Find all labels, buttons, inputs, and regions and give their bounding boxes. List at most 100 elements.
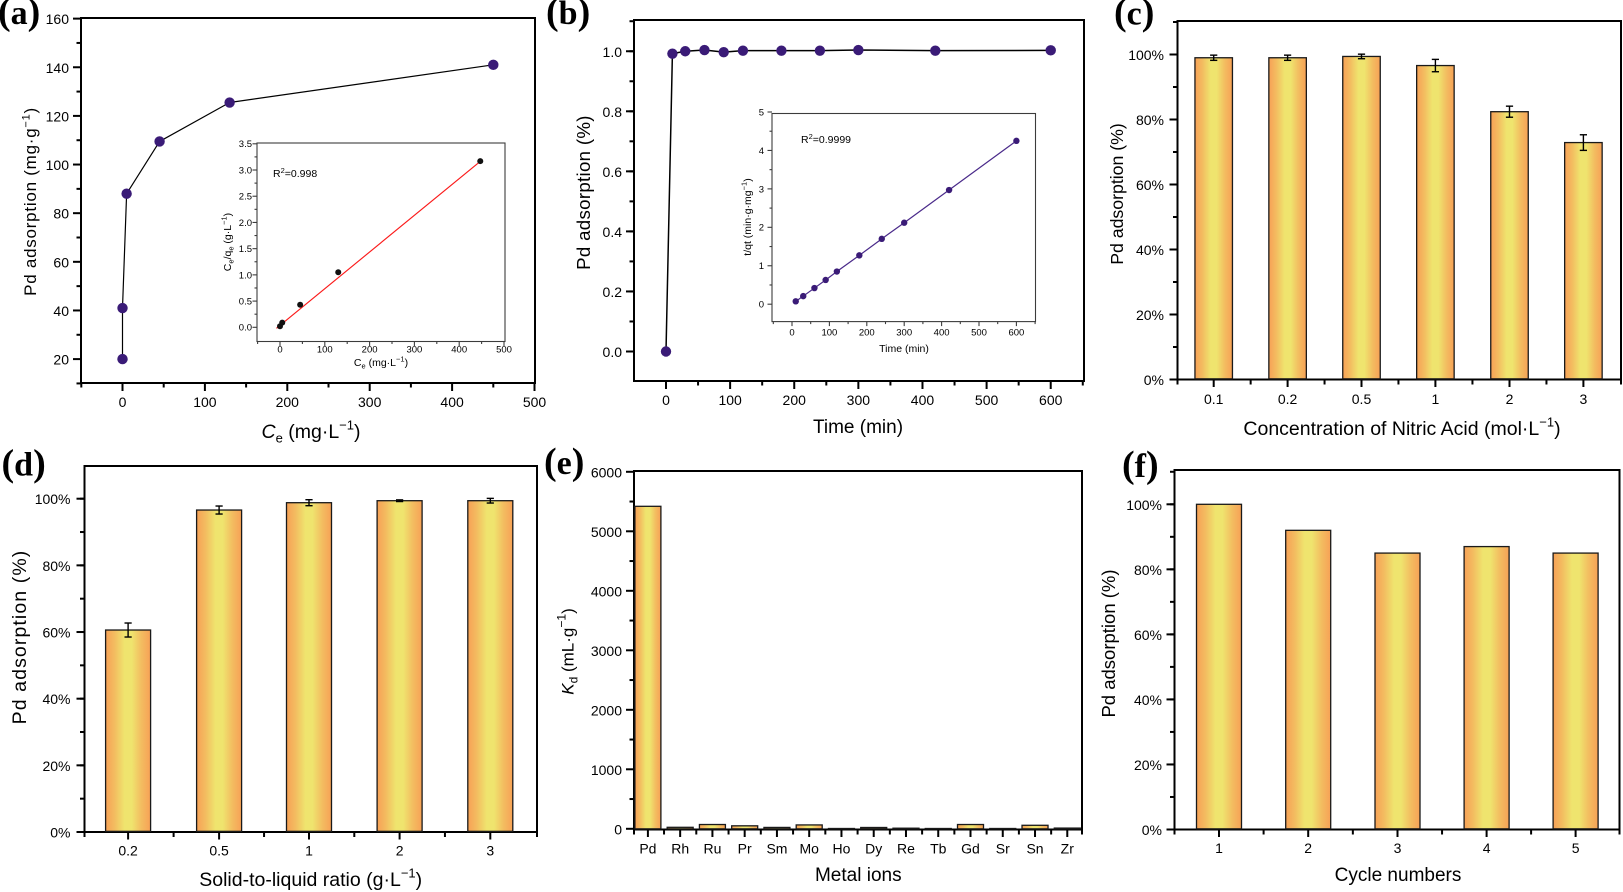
svg-text:Ce/qe (g·L−1): Ce/qe (g·L−1) — [220, 213, 236, 271]
svg-text:1000: 1000 — [591, 762, 622, 778]
svg-text:4: 4 — [1483, 840, 1491, 856]
svg-text:3000: 3000 — [591, 643, 622, 659]
svg-text:300: 300 — [847, 392, 871, 408]
svg-text:400: 400 — [440, 394, 464, 410]
svg-text:Pd adsorption (mg·g−1): Pd adsorption (mg·g−1) — [20, 107, 40, 296]
svg-text:300: 300 — [358, 394, 382, 410]
svg-text:100%: 100% — [1128, 47, 1164, 63]
svg-text:2: 2 — [1506, 391, 1514, 407]
svg-text:80: 80 — [53, 206, 69, 222]
svg-text:80%: 80% — [1136, 112, 1164, 128]
svg-text:60%: 60% — [42, 625, 70, 641]
svg-text:0.1: 0.1 — [1204, 391, 1224, 407]
svg-text:Zr: Zr — [1061, 841, 1075, 857]
svg-text:Kd (mL·g−1): Kd (mL·g−1) — [555, 608, 581, 695]
svg-text:600: 600 — [1008, 328, 1024, 339]
svg-text:600: 600 — [1039, 392, 1063, 408]
svg-text:0: 0 — [789, 328, 794, 339]
svg-text:100%: 100% — [35, 491, 71, 507]
svg-text:Pd adsorption (%): Pd adsorption (%) — [573, 115, 594, 270]
svg-text:20%: 20% — [1134, 757, 1162, 773]
svg-text:200: 200 — [783, 392, 807, 408]
svg-text:1: 1 — [1215, 840, 1223, 856]
svg-text:0: 0 — [759, 300, 764, 311]
svg-text:Solid-to-liquid ratio (g·L−1): Solid-to-liquid ratio (g·L−1) — [199, 866, 422, 892]
svg-text:200: 200 — [362, 345, 378, 356]
svg-text:500: 500 — [975, 392, 999, 408]
svg-text:Sr: Sr — [996, 841, 1010, 857]
svg-text:0: 0 — [662, 392, 670, 408]
svg-text:0: 0 — [614, 821, 622, 837]
svg-text:Sm: Sm — [766, 841, 787, 857]
svg-text:1: 1 — [1432, 391, 1440, 407]
svg-text:Pd: Pd — [639, 841, 656, 857]
svg-text:Pd adsorption (%): Pd adsorption (%) — [9, 550, 31, 725]
svg-text:1: 1 — [305, 843, 313, 859]
svg-text:4000: 4000 — [591, 583, 622, 599]
svg-text:Mo: Mo — [799, 841, 819, 857]
svg-text:Time (min): Time (min) — [879, 343, 929, 355]
svg-text:0.5: 0.5 — [209, 843, 229, 859]
svg-text:R2=0.998: R2=0.998 — [273, 166, 317, 180]
svg-text:Rh: Rh — [671, 841, 689, 857]
svg-text:3: 3 — [486, 843, 494, 859]
svg-text:0%: 0% — [50, 825, 70, 841]
svg-text:0.0: 0.0 — [239, 323, 252, 334]
svg-text:0.0: 0.0 — [603, 344, 623, 360]
svg-text:100: 100 — [317, 345, 333, 356]
svg-text:Gd: Gd — [961, 841, 980, 857]
svg-text:(e): (e) — [544, 441, 584, 483]
svg-text:Dy: Dy — [865, 841, 882, 857]
svg-text:20%: 20% — [1136, 307, 1164, 323]
svg-text:R2=0.9999: R2=0.9999 — [801, 132, 851, 146]
svg-text:60%: 60% — [1134, 627, 1162, 643]
svg-text:0.2: 0.2 — [1278, 391, 1298, 407]
svg-text:0: 0 — [119, 394, 127, 410]
svg-text:6000: 6000 — [591, 464, 622, 480]
svg-text:100: 100 — [821, 328, 837, 339]
svg-text:0.5: 0.5 — [1352, 391, 1372, 407]
svg-text:5: 5 — [1572, 840, 1580, 856]
svg-text:0.2: 0.2 — [603, 284, 623, 300]
svg-text:200: 200 — [276, 394, 300, 410]
svg-text:40%: 40% — [1134, 692, 1162, 708]
svg-text:140: 140 — [46, 60, 70, 76]
svg-text:Metal ions: Metal ions — [815, 865, 902, 886]
svg-text:Time (min): Time (min) — [813, 417, 903, 438]
svg-text:20: 20 — [53, 352, 69, 368]
svg-text:1: 1 — [759, 261, 764, 272]
svg-text:Ce (mg·L−1): Ce (mg·L−1) — [354, 355, 408, 371]
svg-text:Sn: Sn — [1026, 841, 1043, 857]
svg-text:300: 300 — [406, 345, 422, 356]
svg-text:0.8: 0.8 — [603, 104, 623, 120]
svg-text:3: 3 — [1580, 391, 1588, 407]
svg-text:0%: 0% — [1142, 822, 1162, 838]
svg-text:2: 2 — [1304, 840, 1312, 856]
svg-text:60%: 60% — [1136, 177, 1164, 193]
svg-text:Pd adsorption (%): Pd adsorption (%) — [1098, 569, 1119, 717]
svg-text:100: 100 — [718, 392, 742, 408]
svg-text:1.5: 1.5 — [239, 244, 252, 255]
svg-text:80%: 80% — [1134, 562, 1162, 578]
svg-text:2000: 2000 — [591, 702, 622, 718]
svg-text:3.5: 3.5 — [239, 139, 252, 150]
svg-text:Re: Re — [897, 841, 915, 857]
svg-text:2.5: 2.5 — [239, 192, 252, 203]
svg-text:Ce (mg·L−1): Ce (mg·L−1) — [262, 418, 361, 446]
svg-text:Ru: Ru — [703, 841, 721, 857]
svg-text:400: 400 — [451, 345, 467, 356]
svg-text:0: 0 — [277, 345, 282, 356]
svg-text:0%: 0% — [1144, 372, 1164, 388]
svg-text:500: 500 — [496, 345, 512, 356]
svg-text:3.0: 3.0 — [239, 165, 252, 176]
svg-text:400: 400 — [911, 392, 935, 408]
svg-text:4: 4 — [759, 146, 764, 157]
svg-text:100%: 100% — [1126, 497, 1162, 513]
svg-text:1.0: 1.0 — [603, 44, 623, 60]
svg-text:0.4: 0.4 — [603, 224, 623, 240]
svg-text:160: 160 — [46, 11, 70, 27]
svg-text:500: 500 — [523, 394, 547, 410]
svg-text:100: 100 — [46, 157, 70, 173]
svg-text:40: 40 — [53, 303, 69, 319]
svg-text:5000: 5000 — [591, 524, 622, 540]
